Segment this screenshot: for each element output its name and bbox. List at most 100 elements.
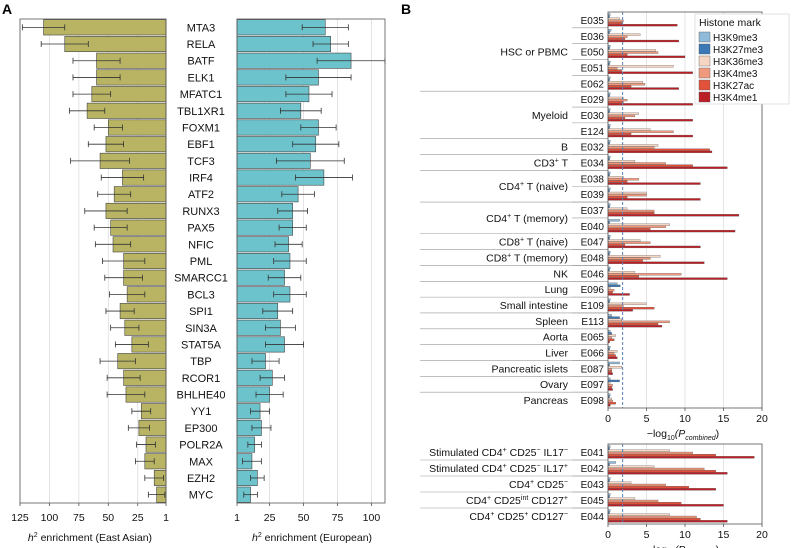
tick-label-b: 0: [605, 413, 611, 425]
bar-h3k4me3: [607, 304, 624, 308]
category-label: RCOR1: [182, 373, 221, 385]
group-label-text: Lung: [545, 284, 569, 296]
bar-h3k27ac: [607, 132, 632, 136]
bar-h3k4me1: [607, 388, 613, 391]
group-label-text: CD8: [486, 253, 507, 265]
legend-label: H3K36me3: [713, 57, 763, 68]
group-label-sup: −: [564, 511, 568, 518]
sample-id-label: E109: [581, 301, 605, 312]
group-label-text: IL17: [541, 463, 565, 475]
bar-h3k36me3: [607, 397, 612, 401]
bar-h3k27ac: [607, 354, 616, 357]
group-label-text: Liver: [545, 348, 568, 360]
x-axis-label-h: h: [252, 532, 258, 544]
bar-h3k4me3: [607, 368, 612, 371]
category-label: RELA: [187, 39, 216, 51]
bar-h3k27ac: [607, 69, 623, 72]
category-label: SMARCC1: [174, 273, 228, 285]
bar-h3k4me1: [607, 24, 678, 27]
group-label: CD4+ T (memory): [486, 213, 568, 225]
group-label-text: T: [559, 157, 569, 169]
bar-h3k4me3: [607, 499, 659, 503]
tick-label-east-asian: 50: [102, 512, 114, 524]
bar-h3k4me3: [607, 162, 666, 165]
tick-label-east-asian: 1: [163, 512, 169, 524]
group-label: Lung: [545, 284, 569, 296]
bar-h3k4me3: [607, 241, 651, 244]
panel-b: B E035 E036 E050 E051 E062 E029 E030 E124 E032 E03…: [401, 1, 790, 548]
sample-id-label: E124: [581, 127, 605, 138]
bar-h3k36me3: [607, 223, 670, 226]
tick-label-european: 75: [332, 512, 344, 524]
group-label: CD4+ CD25+ CD127−: [469, 511, 568, 523]
tick-label-b: 10: [679, 413, 691, 425]
category-label: IRF4: [189, 173, 213, 185]
group-label-text: CD127: [528, 511, 564, 523]
bar-h3k36me3: [607, 481, 632, 484]
bar-h3k27ac: [607, 454, 716, 457]
sample-id-label: E047: [581, 238, 605, 249]
tick-label-east-asian: 25: [132, 512, 144, 524]
group-label-text: CD4: [499, 181, 520, 193]
group-label-text: T (memory): [511, 253, 568, 265]
bar-h3k4me1: [607, 372, 613, 375]
x-axis-label-text: enrichment (European): [262, 532, 372, 544]
sample-id-label: E066: [581, 349, 605, 360]
bar-h3k27ac: [607, 470, 716, 473]
x-axis-label-text: enrichment (East Asian): [38, 532, 152, 544]
group-label-sup: −: [536, 447, 540, 454]
bar-h3k9me3: [607, 461, 616, 464]
x-axis-label-sub: combined: [685, 435, 716, 442]
category-label: PML: [190, 256, 213, 268]
group-label-text: CD3: [534, 157, 555, 169]
bar-h3k27ac: [607, 518, 701, 521]
bar-h3k4me1: [607, 472, 728, 475]
x-axis-label-sup: 2: [34, 532, 38, 539]
legend-label: H3K4me3: [713, 69, 758, 80]
bar-h3k4me3: [607, 225, 666, 228]
category-label: MAX: [189, 456, 214, 468]
group-label: NK: [553, 268, 568, 280]
category-label: EBF1: [187, 139, 215, 151]
group-label-text: CD25: [507, 447, 537, 459]
category-label: MTA3: [187, 22, 216, 34]
tick-label-b: 5: [644, 529, 650, 541]
bar-h3k36me3: [607, 302, 647, 305]
tick-label-european: 100: [363, 512, 381, 524]
bar-h3k4me3: [607, 257, 651, 260]
group-label-sup: +: [555, 157, 559, 164]
sample-id-label: E098: [581, 396, 605, 407]
bar-h3k27ac: [607, 370, 612, 373]
bar-h3k4me1: [607, 166, 728, 169]
bar-h3k4me3: [607, 515, 697, 519]
group-label-text: CD25: [507, 463, 537, 475]
x-axis-label-text: ): [716, 428, 720, 440]
bar-h3k27ac: [607, 101, 624, 104]
tick-label-b: 20: [756, 413, 768, 425]
sample-id-label: E062: [581, 79, 605, 90]
x-axis-label-text: (P: [675, 428, 686, 440]
sample-id-label: E029: [581, 95, 605, 106]
group-label: Ovary: [540, 379, 569, 391]
category-label: SIN3A: [185, 323, 217, 335]
group-label: Pancreas: [524, 395, 568, 407]
bar-h3k4me3: [607, 384, 613, 387]
bar-h3k27me3: [607, 316, 620, 319]
x-axis-label-text: −log: [647, 428, 667, 440]
bar-h3k36me3: [607, 96, 624, 100]
group-label-text: T (naive): [524, 181, 568, 193]
sample-id-label: E113: [581, 317, 604, 328]
bar-h3k4me3: [607, 483, 666, 487]
bar-h3k27ac: [607, 211, 655, 215]
group-label-text: CD127: [528, 495, 564, 507]
bar-h3k36me3: [607, 271, 636, 274]
bar-h3k4me3: [607, 194, 647, 197]
bar-h3k9me3: [607, 314, 612, 317]
bar-h3k4me1: [607, 245, 701, 249]
bar-h3k4me3: [607, 273, 682, 276]
bar-h3k4me1: [607, 198, 701, 201]
category-label: EP300: [184, 423, 217, 435]
category-label: POLR2A: [179, 440, 223, 452]
bar-h3k4me3: [607, 336, 612, 339]
bar-h3k36me3: [607, 497, 636, 500]
